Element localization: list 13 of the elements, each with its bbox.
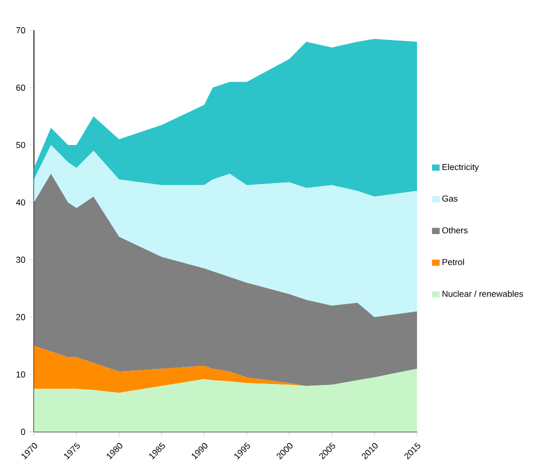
y-tick-label: 30 <box>16 256 26 263</box>
legend-label: Electricity <box>442 164 479 172</box>
y-tick-label: 50 <box>16 142 26 148</box>
y-tick-label: 40 <box>16 199 26 206</box>
y-tick-label: 10 <box>16 371 26 378</box>
y-tick-label: 20 <box>16 314 26 320</box>
y-tick-label: 0 <box>21 428 26 435</box>
legend-label: Gas <box>442 195 458 202</box>
y-tick-label: 70 <box>16 27 26 34</box>
legend-label: Nuclear / renewables <box>442 290 523 297</box>
legend-label: Others <box>442 227 468 234</box>
legend-label: Petrol <box>442 258 464 266</box>
y-tick-label: 60 <box>16 84 26 91</box>
